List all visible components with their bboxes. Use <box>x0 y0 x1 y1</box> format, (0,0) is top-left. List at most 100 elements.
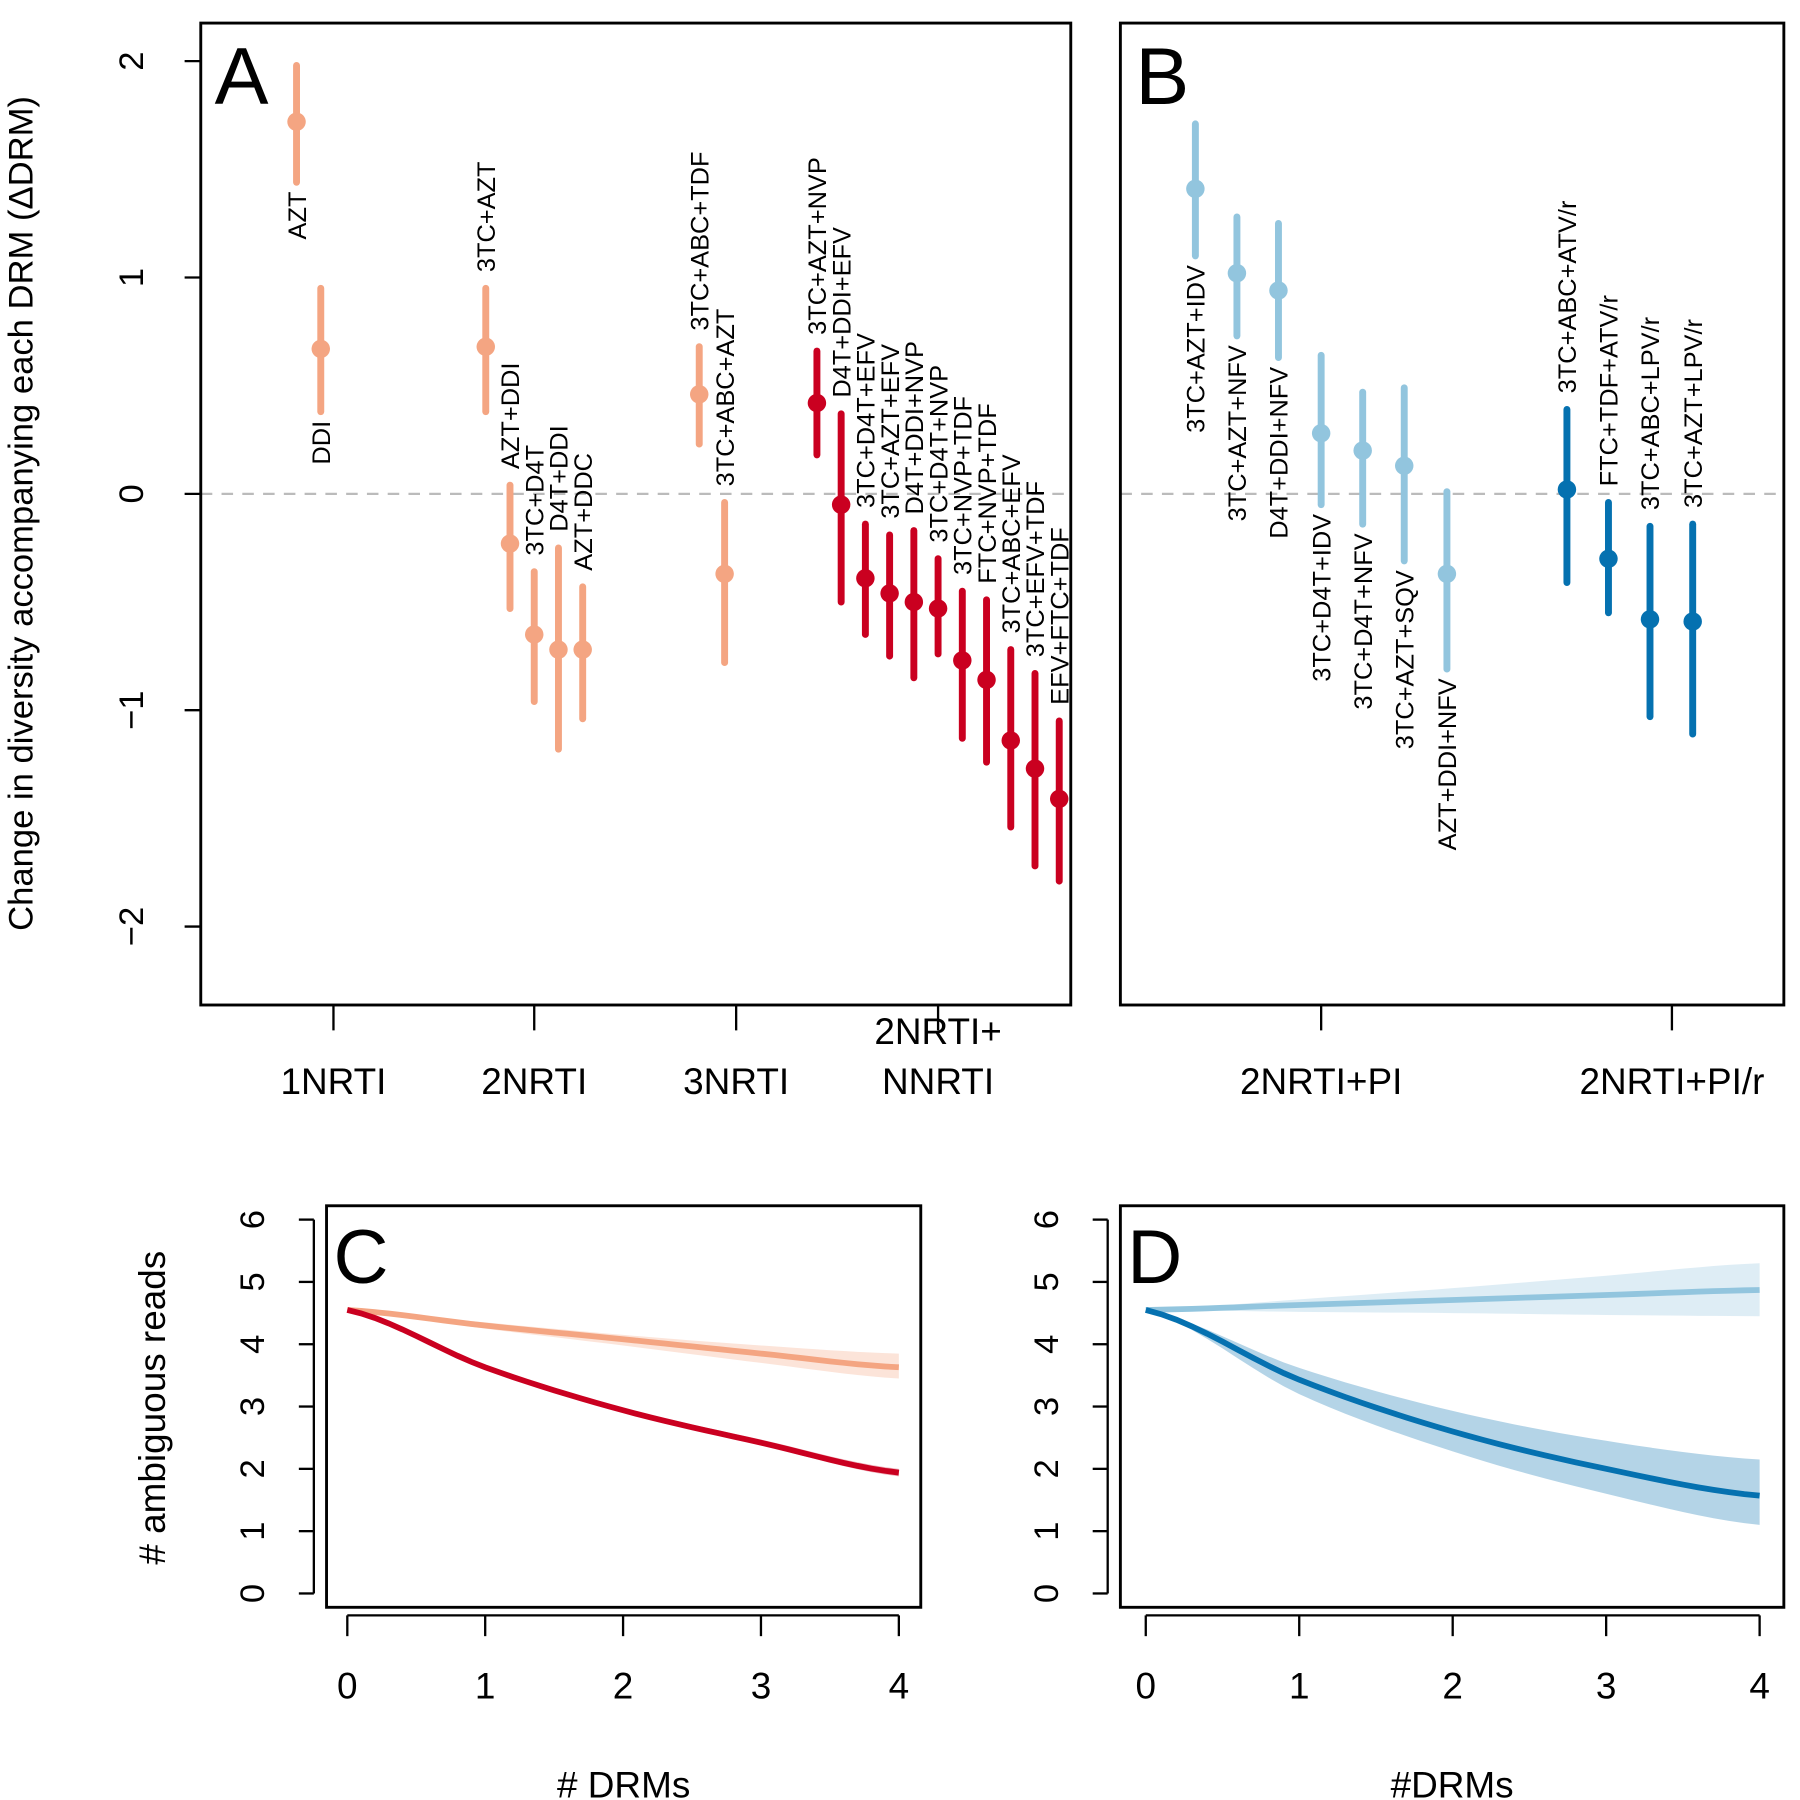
data-point: 3TC+AZT+LPV/r <box>1680 318 1708 738</box>
data-point: EFV+FTC+TDF <box>1046 527 1074 885</box>
y-tick-label: 2 <box>234 1459 272 1478</box>
panel-letter: C <box>333 1215 388 1300</box>
point-marker <box>1001 731 1020 750</box>
point-marker <box>1186 179 1205 199</box>
point-label: 3TC+AZT+EFV <box>877 344 905 519</box>
x-axis-title: #DRMs <box>1391 1765 1514 1800</box>
data-point: AZT+DDI <box>497 363 525 612</box>
point-label: 3TC+AZT <box>473 161 501 272</box>
point-label: D4T+DDI+EFV <box>828 227 856 398</box>
point-label: 3TC+AZT+NFV <box>1224 345 1252 521</box>
plot-frame <box>1118 21 1786 1007</box>
panel-c: 0 1 2 3 4 5 6 0 1 2 3 4 # DRMs # ambiguous reads C <box>132 1204 923 1800</box>
group-label: 2NRTI+ <box>874 1011 1002 1052</box>
data-point: 3TC+AZT+SQV <box>1391 384 1419 749</box>
x-tick-label: 1 <box>475 1665 496 1706</box>
point-marker <box>573 640 592 659</box>
point-label: AZT <box>284 192 312 240</box>
point-marker <box>856 568 875 588</box>
x-axis-title: # DRMs <box>557 1765 690 1800</box>
y-tick-label: 2 <box>113 52 151 71</box>
point-label: 3TC+D4T+NVP <box>925 365 953 543</box>
point-label: 3TC+AZT+IDV <box>1183 265 1211 433</box>
x-tick-label: 2 <box>613 1665 634 1706</box>
point-marker <box>1557 480 1577 499</box>
point-label: 3TC+D4T+NFV <box>1350 533 1378 709</box>
point-marker <box>476 337 495 356</box>
panel-b: B 3TC+AZT+IDV 3TC+AZT+NFV D4T+DDI+NFV 3TC+D4… <box>1118 21 1786 1102</box>
confidence-band <box>1145 1309 1760 1525</box>
data-point: D4T+DDI+NFV <box>1266 219 1294 539</box>
y-tick-label: 1 <box>113 268 151 287</box>
series-line <box>346 1307 900 1476</box>
y-tick-label: −1 <box>113 690 151 729</box>
data-point: 3TC+ABC+ATV/r <box>1554 200 1582 587</box>
point-label: EFV+FTC+TDF <box>1046 527 1074 705</box>
y-tick-label: 4 <box>234 1335 272 1354</box>
panel-letter: A <box>215 32 269 122</box>
y-tick-label: 2 <box>1028 1459 1066 1478</box>
data-point: DDI <box>308 284 336 465</box>
data-point: 3TC+AZT+IDV <box>1183 120 1211 433</box>
point-marker <box>1683 612 1702 631</box>
data-point: 3TC+D4T+IDV <box>1308 351 1336 682</box>
point-label: FTC+TDF+ATV/r <box>1596 295 1624 487</box>
y-tick-label: −2 <box>113 907 151 946</box>
point-label: 3TC+ABC+TDF <box>686 151 714 330</box>
point-marker <box>953 651 972 670</box>
panel-letter: B <box>1135 32 1189 122</box>
data-point: 3TC+ABC+TDF <box>686 151 714 448</box>
data-point: D4T+DDI+EFV <box>828 227 856 606</box>
data-point: AZT+DDC <box>570 453 598 723</box>
y-tick-label: 0 <box>1028 1584 1066 1603</box>
point-marker <box>807 393 827 413</box>
panel-a: −2 −1 0 1 2 Change in diversity accompanying … <box>2 21 1074 1102</box>
y-tick-label: 0 <box>234 1584 272 1603</box>
point-marker <box>549 640 568 659</box>
point-label: 3TC+D4T <box>521 445 549 556</box>
group-label: 2NRTI+PI/r <box>1579 1061 1764 1102</box>
y-tick-label: 5 <box>1028 1272 1066 1291</box>
y-tick-label: 0 <box>113 484 151 503</box>
point-marker <box>904 592 924 612</box>
point-marker <box>1227 263 1247 283</box>
point-label: AZT+DDI <box>497 363 525 469</box>
x-tick-label: 2 <box>1442 1665 1463 1706</box>
point-marker <box>500 534 520 553</box>
y-tick-label: 6 <box>234 1210 272 1229</box>
y-axis-title: Change in diversity accompanying each DR… <box>2 96 40 931</box>
x-tick-label: 3 <box>1596 1665 1617 1706</box>
data-point: 3TC+D4T+NVP <box>925 365 953 658</box>
panel-d: 0 1 2 3 4 5 6 0 1 2 3 4 #DRMs D <box>1028 1204 1786 1800</box>
point-marker <box>1353 441 1372 460</box>
data-point: D4T+DDI+NVP <box>901 341 929 682</box>
point-label: 3TC+ABC+AZT <box>712 309 740 487</box>
x-tick-label: 3 <box>751 1665 772 1706</box>
point-label: D4T+DDI <box>546 425 574 531</box>
data-point: D4T+DDI <box>546 425 574 753</box>
data-point: 3TC+AZT+EFV <box>877 344 905 660</box>
point-marker <box>1437 564 1457 584</box>
data-point: 3TC+ABC+EFV <box>998 454 1026 831</box>
data-point: 3TC+ABC+AZT <box>712 309 740 667</box>
point-label: AZT+DDC <box>570 453 598 571</box>
point-label: FTC+NVP+TDF <box>974 403 1002 583</box>
point-marker <box>1050 789 1069 809</box>
confidence-band <box>347 1308 899 1477</box>
x-tick-label: 4 <box>889 1665 910 1706</box>
y-tick-label: 6 <box>1028 1210 1066 1229</box>
group-label: 2NRTI+PI <box>1240 1061 1402 1102</box>
plot-frame <box>1118 1204 1786 1609</box>
x-tick-label: 1 <box>1289 1665 1310 1706</box>
panel-letter: D <box>1127 1215 1182 1300</box>
series-line <box>347 1307 900 1371</box>
plot-frame <box>199 21 1073 1007</box>
point-label: 3TC+AZT+SQV <box>1391 570 1419 749</box>
series-line <box>1145 1307 1760 1499</box>
group-label: 1NRTI <box>280 1061 386 1102</box>
data-point: 3TC+D4T <box>521 445 549 705</box>
point-marker <box>1025 759 1045 778</box>
point-label: 3TC+ABC+ATV/r <box>1554 200 1582 393</box>
point-marker <box>1640 610 1660 629</box>
